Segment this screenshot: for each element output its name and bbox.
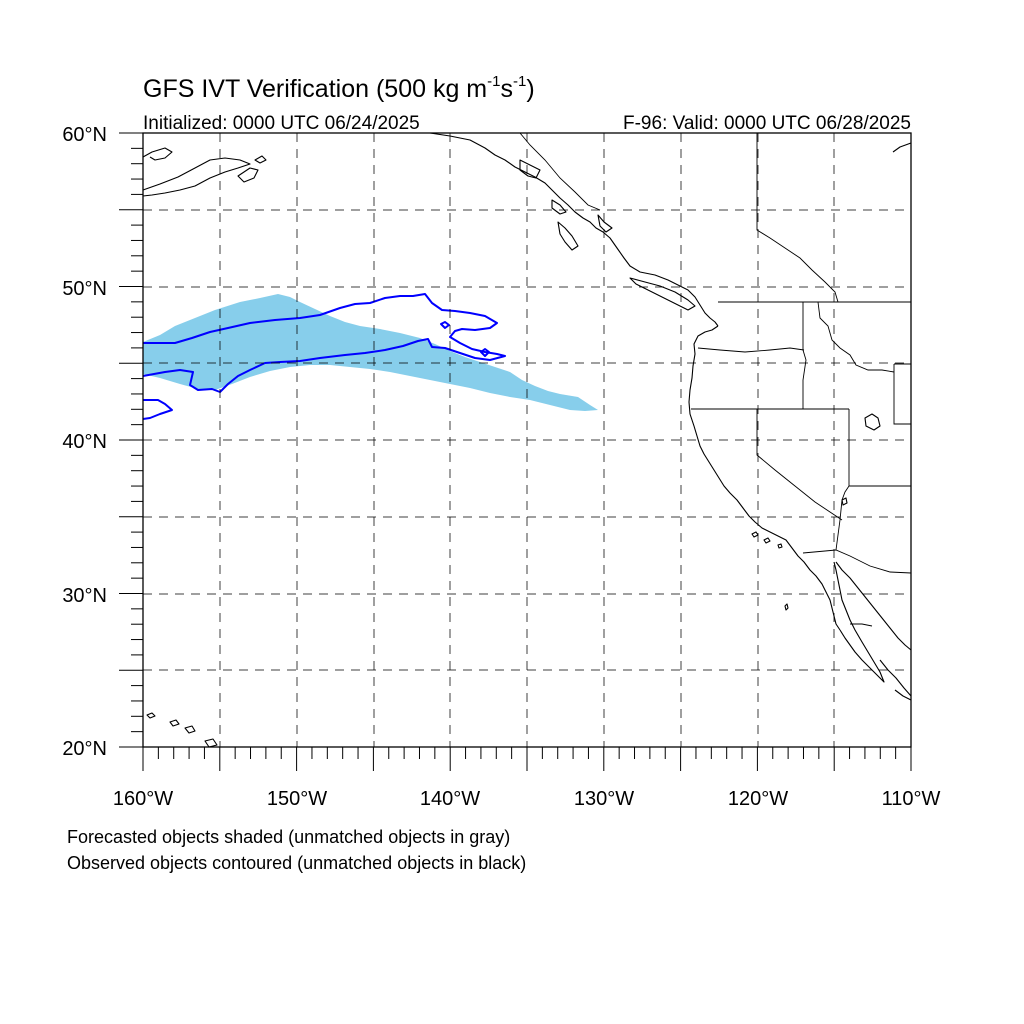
lon-label-130w: 130°W bbox=[574, 788, 634, 810]
map-title: GFS IVT Verification (500 kg m-1s-1) bbox=[143, 73, 535, 103]
observed-ivt-object-south bbox=[142, 399, 173, 420]
hawaii-kauai bbox=[146, 712, 156, 719]
lat-label-20n: 20°N bbox=[62, 738, 107, 760]
latitude-labels: 60°N 50°N 40°N 30°N 20°N bbox=[62, 124, 107, 760]
guadalupe-island bbox=[784, 603, 789, 611]
lat-label-30n: 30°N bbox=[62, 585, 107, 607]
observed-ivt-object-blip-1 bbox=[440, 321, 450, 329]
title-end: ) bbox=[526, 75, 534, 103]
wyoming-west-border bbox=[893, 364, 911, 425]
hawaii-oahu bbox=[169, 719, 180, 727]
idaho-montana-border bbox=[817, 301, 895, 373]
hudson-bay-coast bbox=[892, 142, 912, 153]
panhandle-islands-2 bbox=[551, 199, 567, 215]
legend-observed-note: Observed objects contoured (unmatched ob… bbox=[67, 853, 526, 873]
salton-sea bbox=[841, 497, 848, 506]
lon-label-140w: 140°W bbox=[420, 788, 480, 810]
hawaii-big-island bbox=[204, 738, 218, 748]
lon-label-160w: 160°W bbox=[113, 788, 173, 810]
alaska-canada-border bbox=[519, 132, 601, 211]
lat-label-60n: 60°N bbox=[62, 124, 107, 146]
vancouver-island bbox=[629, 277, 696, 311]
title-exponent-1: -1 bbox=[487, 73, 500, 90]
nevada-utah-border bbox=[841, 409, 850, 501]
map-frame bbox=[142, 132, 912, 748]
valid-time: F-96: Valid: 0000 UTC 06/28/2025 bbox=[623, 113, 911, 134]
map-panel bbox=[119, 132, 912, 771]
mexico-pacific-coast bbox=[894, 689, 912, 701]
lon-label-120w: 120°W bbox=[728, 788, 788, 810]
california-arizona-border bbox=[835, 499, 843, 551]
title-exponent-2: -1 bbox=[513, 73, 526, 90]
kodiak-island bbox=[237, 167, 259, 183]
idaho-west-border bbox=[802, 302, 807, 409]
lat-label-40n: 40°N bbox=[62, 431, 107, 453]
political-borders bbox=[519, 132, 912, 627]
bc-inlets bbox=[597, 214, 613, 233]
mexico-south-coast bbox=[879, 659, 912, 697]
initialized-time: Initialized: 0000 UTC 06/24/2025 bbox=[143, 113, 420, 134]
lon-label-150w: 150°W bbox=[267, 788, 327, 810]
california-nevada-border bbox=[756, 409, 843, 521]
title-unit-s: s bbox=[500, 75, 513, 103]
us-mexico-border bbox=[802, 549, 912, 574]
observed-ivt-object-main bbox=[142, 293, 506, 393]
alaska-islets bbox=[254, 155, 267, 164]
panhandle-islands-1 bbox=[519, 159, 541, 179]
mexico-mainland-coast bbox=[835, 561, 912, 651]
observed-ivt-object-blip-2 bbox=[480, 348, 490, 357]
haida-gwaii bbox=[557, 221, 579, 251]
alaska-coast-nw bbox=[142, 147, 173, 161]
longitude-labels: 160°W 150°W 140°W 130°W 120°W 110°W bbox=[113, 788, 941, 810]
coastlines bbox=[142, 132, 912, 748]
title-main: GFS IVT Verification (500 kg m bbox=[143, 75, 487, 103]
sonora-border bbox=[850, 623, 873, 627]
gulf-of-alaska-coast bbox=[429, 132, 719, 327]
baja-peninsula bbox=[833, 561, 885, 683]
washington-oregon-border bbox=[697, 347, 805, 353]
lon-label-110w: 110°W bbox=[882, 788, 941, 810]
lat-label-50n: 50°N bbox=[62, 278, 107, 300]
great-salt-lake bbox=[864, 413, 881, 431]
alaska-coast-w bbox=[142, 157, 251, 197]
axis-ticks bbox=[119, 132, 912, 771]
us-west-coast bbox=[688, 325, 841, 631]
graticule bbox=[143, 133, 911, 747]
hawaii-maui bbox=[184, 725, 196, 734]
legend-forecast-note: Forecasted objects shaded (unmatched obj… bbox=[67, 827, 510, 847]
bc-alberta-border bbox=[756, 133, 839, 303]
